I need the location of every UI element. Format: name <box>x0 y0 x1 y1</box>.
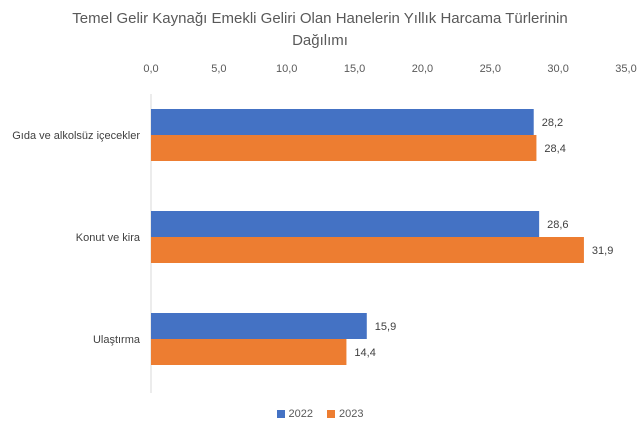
data-label: 31,9 <box>592 245 613 257</box>
data-label: 14,4 <box>354 347 375 359</box>
data-label: 28,6 <box>547 219 568 231</box>
legend-label-2023: 2023 <box>339 408 364 420</box>
legend-label-2022: 2022 <box>288 408 313 420</box>
legend-item-2022: 2022 <box>276 408 313 420</box>
x-tick-label: 25,0 <box>480 63 501 75</box>
legend-swatch-2023 <box>327 410 335 418</box>
legend-swatch-2022 <box>276 410 285 418</box>
category-label: Gıda ve alkolsüz içecekler <box>12 130 140 142</box>
legend: 2022 2023 <box>0 408 640 420</box>
x-tick-label: 15,0 <box>344 63 365 75</box>
bar-2022 <box>151 313 367 339</box>
bar-2023 <box>151 339 347 365</box>
legend-item-2023: 2023 <box>327 408 363 420</box>
data-label: 28,4 <box>544 143 565 155</box>
x-tick-label: 20,0 <box>412 63 433 75</box>
bar-2023 <box>151 237 584 263</box>
bar-2023 <box>151 135 537 161</box>
chart-title-line-1: Temel Gelir Kaynağı Emekli Geliri Olan H… <box>72 10 568 27</box>
chart-title-line-2: Dağılımı <box>292 32 348 49</box>
x-tick-label: 30,0 <box>547 63 568 75</box>
category-label: Konut ve kira <box>76 232 141 244</box>
x-tick-label: 10,0 <box>276 63 297 75</box>
x-tick-label: 0,0 <box>143 63 158 75</box>
category-label: Ulaştırma <box>93 334 141 346</box>
data-label: 15,9 <box>375 321 396 333</box>
data-label: 28,2 <box>542 117 563 129</box>
chart-title: Temel Gelir Kaynağı Emekli Geliri Olan H… <box>0 8 640 52</box>
bar-2022 <box>151 211 540 237</box>
x-tick-label: 5,0 <box>211 63 226 75</box>
bar-2022 <box>151 109 534 135</box>
x-tick-label: 35,0 <box>615 63 636 75</box>
